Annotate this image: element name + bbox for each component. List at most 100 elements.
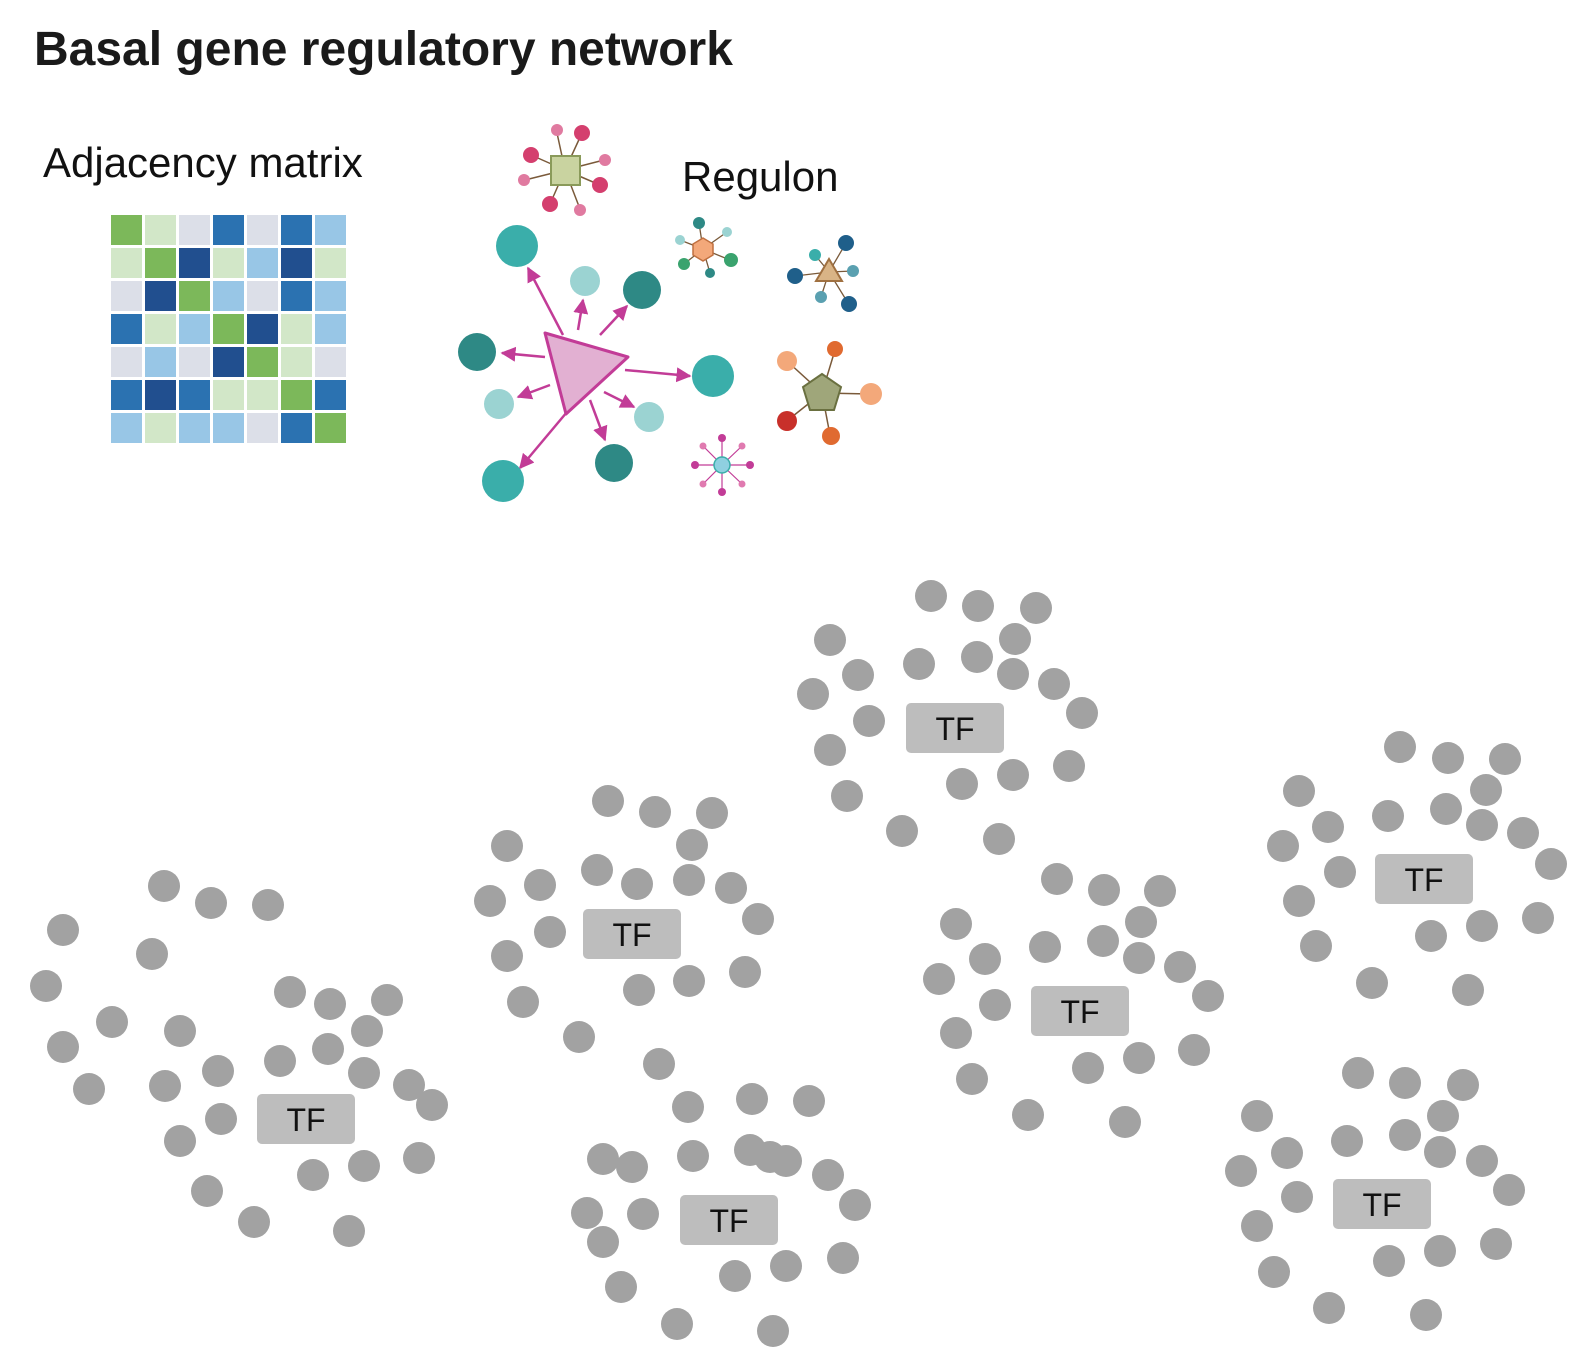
target-gene-dot [853,705,885,737]
tf-network-clusters: TF TF TF TF TF TF TF [30,580,1567,1347]
target-gene-dot [639,796,671,828]
small-regulon-hexagon [675,217,738,278]
regulon-illustration [458,124,882,502]
target-gene-dot [1424,1136,1456,1168]
target-gene-dot [264,1045,296,1077]
target-gene-dot [793,1085,825,1117]
target-gene-dot [915,580,947,612]
matrix-cell [179,347,210,377]
regulator-triangle [543,331,630,416]
matrix-cell [213,347,244,377]
matrix-cell [247,413,278,443]
target-gene-dot [297,1159,329,1191]
target-gene-dot [997,658,1029,690]
target-gene-dot [333,1215,365,1247]
matrix-cell [111,413,142,443]
target-gene-dot [474,885,506,917]
tf-label: TF [709,1203,748,1239]
target-gene-dot [1356,967,1388,999]
target-gene-dot [757,1315,789,1347]
target-gene-dot [676,829,708,861]
target-gene-dot [1384,731,1416,763]
target-gene-dot [1466,809,1498,841]
target-gene-dot [903,648,935,680]
target-gene-dot [742,903,774,935]
target-gene-dot [1466,1145,1498,1177]
matrix-cell [281,248,312,278]
tf-label: TF [612,917,651,953]
matrix-cell [281,413,312,443]
target-gene-dot [696,797,728,829]
target-gene-dot [202,1055,234,1087]
target-gene [692,355,734,397]
matrix-cell [281,314,312,344]
target-gene-dot [969,943,1001,975]
matrix-cell [145,380,176,410]
matrix-cell [179,413,210,443]
target-gene-dot [416,1089,448,1121]
target-gene-dot [1072,1052,1104,1084]
target-gene-dot [661,1308,693,1340]
target-gene-dot [1372,800,1404,832]
target-gene-dot [797,678,829,710]
target-gene [484,389,514,419]
matrix-cell [315,413,346,443]
target-gene-dot [770,1250,802,1282]
target-gene-dot [587,1143,619,1175]
target-gene-dot [621,868,653,900]
target-gene-dot [534,916,566,948]
target-gene-dot [946,768,978,800]
target-gene-dot [1389,1067,1421,1099]
matrix-cell [213,215,244,245]
target-gene-dot [643,1048,675,1080]
tf-label: TF [1404,862,1443,898]
target-gene-dot [164,1015,196,1047]
tf-label: TF [935,711,974,747]
target-gene-dot [1331,1125,1363,1157]
matrix-cell [315,215,346,245]
target-gene-dot [1041,863,1073,895]
target-gene-dot [1109,1106,1141,1138]
target-gene [634,402,664,432]
matrix-cell [145,314,176,344]
matrix-cell [315,281,346,311]
target-gene-dot [831,780,863,812]
target-gene-dot [73,1073,105,1105]
tf-label: TF [286,1102,325,1138]
target-gene-dot [1241,1100,1273,1132]
target-gene-dot [1283,775,1315,807]
matrix-cell [247,380,278,410]
target-gene-dot [827,1242,859,1274]
matrix-cell [315,314,346,344]
target-gene-dot [814,624,846,656]
target-gene-dot [205,1103,237,1135]
target-gene-dot [1258,1256,1290,1288]
target-gene-dot [999,623,1031,655]
target-gene-dot [47,1031,79,1063]
page-title: Basal gene regulatory network [34,23,733,76]
target-gene-dot [956,1063,988,1095]
target-gene-dot [814,734,846,766]
small-regulon-triangle [787,235,859,312]
target-gene-dot [1466,910,1498,942]
target-gene-dot [1283,885,1315,917]
target-gene-dot [729,956,761,988]
target-gene-dot [1313,1292,1345,1324]
target-gene-dot [96,1006,128,1038]
target-gene [595,444,633,482]
target-gene-dot [983,823,1015,855]
target-gene-dot [1271,1137,1303,1169]
adjacency-matrix-label: Adjacency matrix [43,139,363,186]
matrix-cell [281,347,312,377]
tf-box [680,1195,778,1245]
target-gene-dot [1192,980,1224,1012]
target-gene-dot [979,989,1011,1021]
matrix-cell [111,347,142,377]
target-gene-dot [1342,1057,1374,1089]
target-gene-dot [47,914,79,946]
target-gene-dot [348,1150,380,1182]
matrix-cell [315,380,346,410]
tf-cluster: TF [571,1083,871,1347]
target-gene-dot [1480,1228,1512,1260]
target-gene-dot [191,1175,223,1207]
